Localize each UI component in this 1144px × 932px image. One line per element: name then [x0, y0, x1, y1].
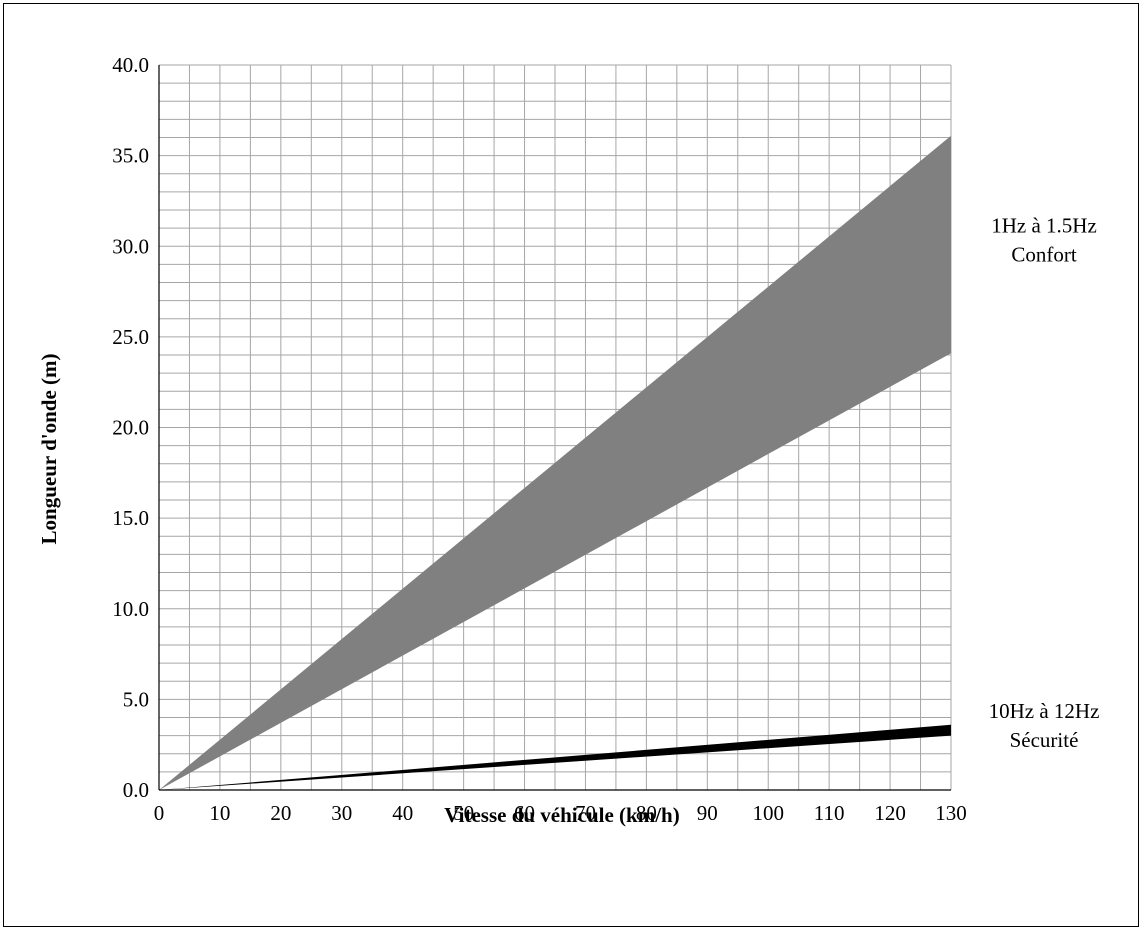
x-tick-label: 20: [270, 801, 291, 825]
x-axis-title: Vitesse du véhicule (km/h): [444, 803, 679, 827]
axes: [158, 65, 951, 791]
chart-frame: 0 10 20 30 40 50 60 70 80 90 100 110 120 130 0.0 5.0 10…: [3, 3, 1139, 927]
x-tick-label: 70: [575, 801, 596, 825]
x-tick-label: 120: [874, 801, 906, 825]
band-confort: [159, 135, 951, 790]
y-tick-label: 35.0: [112, 144, 149, 168]
grid: [158, 64, 952, 791]
y-tick-label: 10.0: [112, 597, 149, 621]
x-tick-label: 10: [209, 801, 230, 825]
x-tick-label: 30: [331, 801, 352, 825]
x-tick-label: 130: [935, 801, 967, 825]
y-tick-label: 20.0: [112, 416, 149, 440]
x-tick-label: 50: [453, 801, 474, 825]
band-label-line2: Sécurité: [1010, 728, 1079, 752]
y-tick-label: 5.0: [123, 687, 149, 711]
x-tick-label: 60: [514, 801, 535, 825]
y-tick-labels: 0.0 5.0 10.0 15.0 20.0 25.0 30.0 35.0 40.0: [112, 53, 149, 802]
band-label-line2: Confort: [1011, 242, 1076, 266]
x-tick-label: 110: [814, 801, 845, 825]
x-tick-label: 40: [392, 801, 413, 825]
bands: [159, 135, 951, 790]
y-tick-label: 15.0: [112, 506, 149, 530]
chart-svg: 0 10 20 30 40 50 60 70 80 90 100 110 120 130 0.0 5.0 10…: [37, 53, 1100, 827]
band-label-line1: 10Hz à 12Hz: [989, 699, 1100, 723]
x-tick-labels: 0 10 20 30 40 50 60 70 80 90 100 110 120 130: [154, 801, 967, 825]
band-label-line1: 1Hz à 1.5Hz: [991, 213, 1097, 237]
y-tick-label: 0.0: [123, 778, 149, 802]
y-axis-title: Longueur d'onde (m): [37, 354, 61, 545]
x-tick-label: 0: [154, 801, 165, 825]
band-labels: 1Hz à 1.5Hz Confort 10Hz à 12Hz Sécurité: [989, 213, 1100, 752]
x-tick-label: 90: [697, 801, 718, 825]
y-tick-label: 30.0: [112, 234, 149, 258]
band-securite: [159, 724, 951, 790]
y-tick-label: 25.0: [112, 325, 149, 349]
y-tick-label: 40.0: [112, 53, 149, 77]
x-tick-label: 100: [752, 801, 784, 825]
x-tick-label: 80: [636, 801, 657, 825]
